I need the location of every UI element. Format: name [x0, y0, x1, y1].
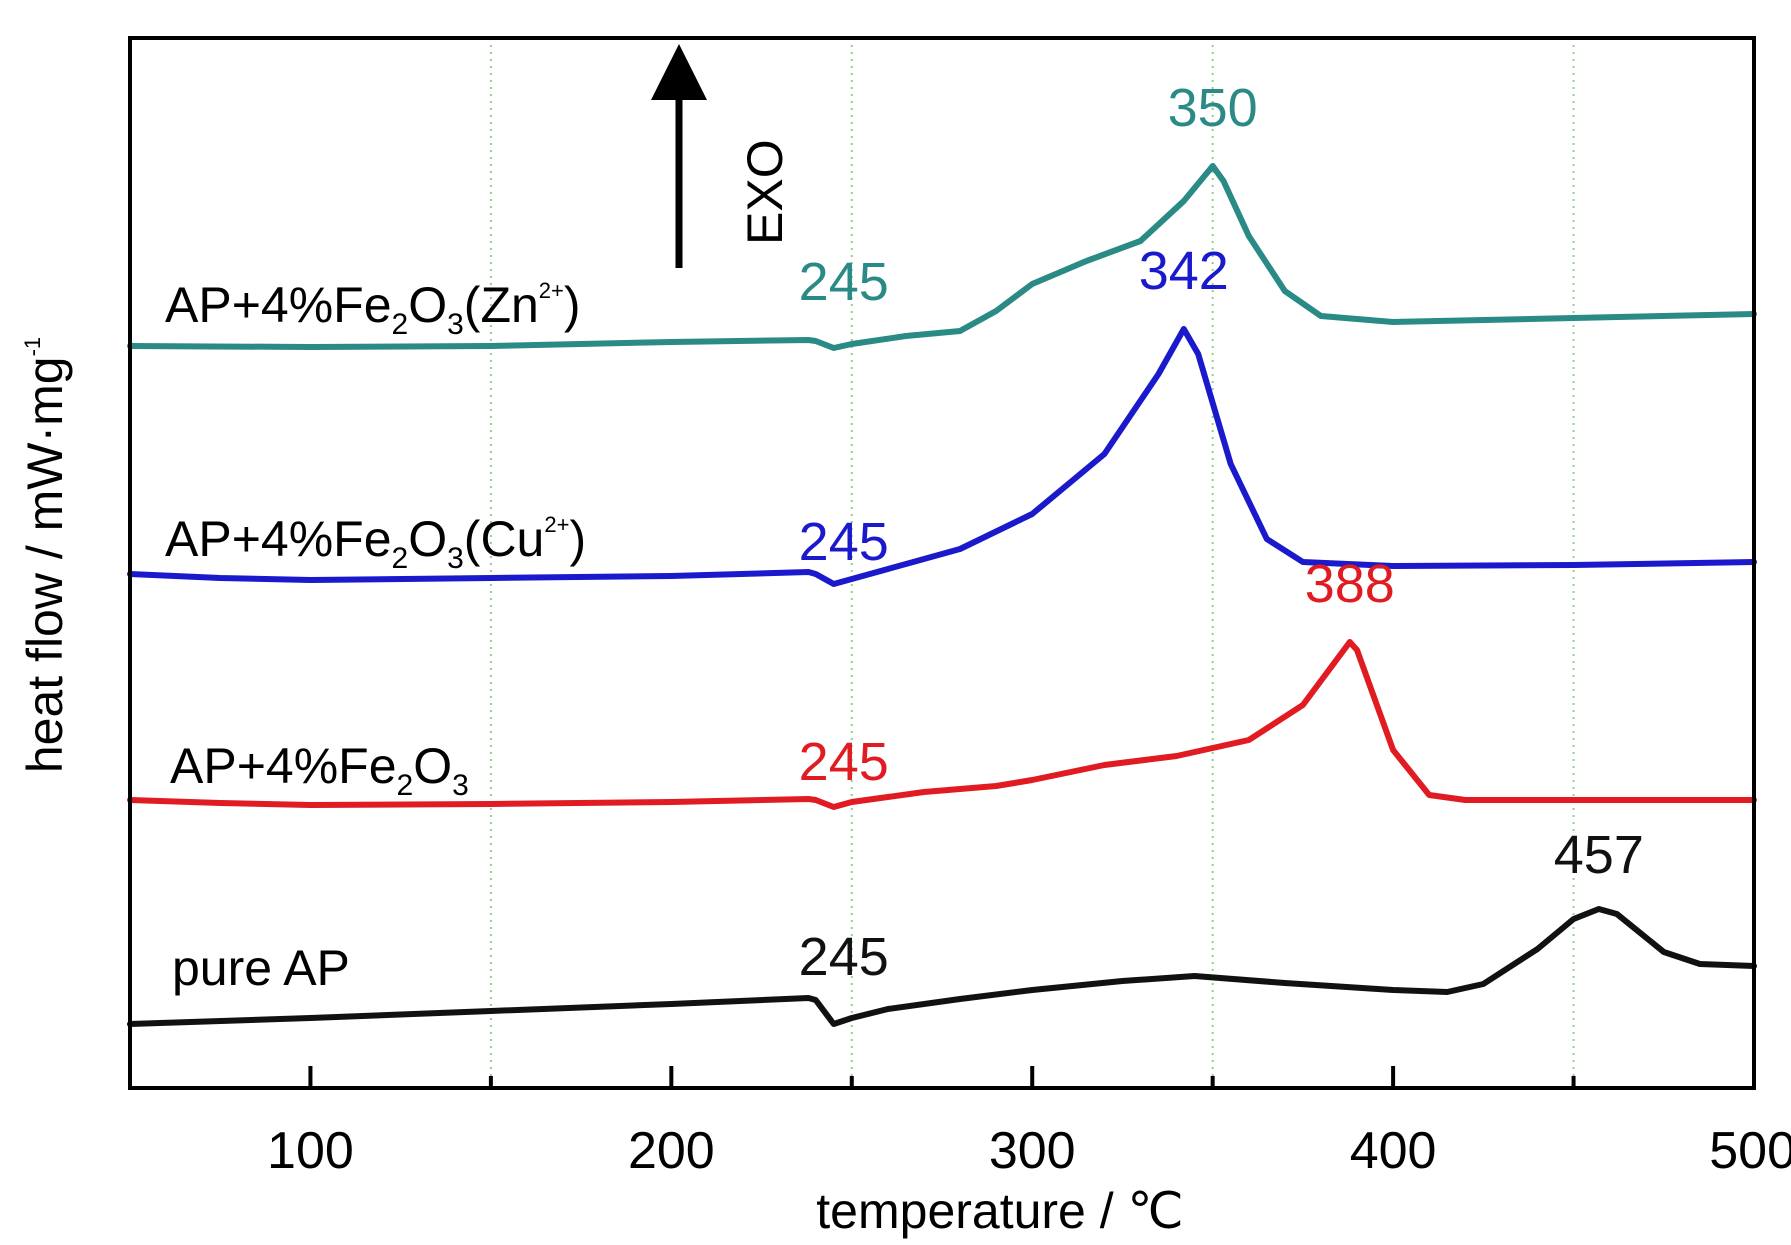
plot-frame: [128, 36, 1756, 1090]
low-temp-peak-label-2: 245: [799, 732, 889, 792]
high-temp-peak-label-1: 342: [1139, 241, 1229, 301]
low-temp-peak-label-0: 245: [799, 252, 889, 312]
x-tick-labels: 100 200 300 400 500: [267, 1122, 1791, 1180]
x-tick-label-100: 100: [267, 1122, 354, 1180]
x-tick-label-400: 400: [1350, 1122, 1437, 1180]
x-tick-label-300: 300: [989, 1122, 1076, 1180]
x-tick-label-200: 200: [628, 1122, 715, 1180]
x-axis-title: temperature / ℃: [816, 1183, 1183, 1239]
high-temp-peak-label-2: 388: [1305, 554, 1395, 614]
peak-labels: 245 350 245 342 245 388 245 457: [799, 78, 1644, 987]
high-temp-peak-label-0: 350: [1168, 78, 1258, 138]
series-label-pure-ap: pure AP: [172, 940, 350, 996]
series-label-fe2o3: AP+4%Fe2O3: [170, 738, 469, 802]
y-axis-title-text: heat flow / mW·mg: [17, 356, 73, 773]
high-temp-peak-label-3: 457: [1554, 825, 1644, 885]
y-axis-title-exponent: -1: [20, 337, 45, 357]
axis-ticks: [308, 1066, 1756, 1088]
x-tick-label-500: 500: [1709, 1122, 1791, 1180]
exo-label: EXO: [737, 139, 793, 245]
series-line-2: [127, 639, 1757, 810]
low-temp-peak-label-1: 245: [799, 512, 889, 572]
series-line-1: [127, 326, 1757, 587]
series-line-0: [127, 163, 1757, 351]
series-line-3: [127, 906, 1757, 1027]
low-temp-peak-label-3: 245: [799, 927, 889, 987]
exo-arrow: [651, 44, 707, 268]
svg-text:heat flow / mW·mg-1: heat flow / mW·mg-1: [17, 337, 73, 773]
series-label-cu: AP+4%Fe2O3(Cu2+): [165, 511, 586, 575]
series-lines: [127, 163, 1757, 1027]
y-axis-title: heat flow / mW·mg-1: [17, 337, 73, 773]
series-label-zn: AP+4%Fe2O3(Zn2+): [165, 277, 581, 341]
